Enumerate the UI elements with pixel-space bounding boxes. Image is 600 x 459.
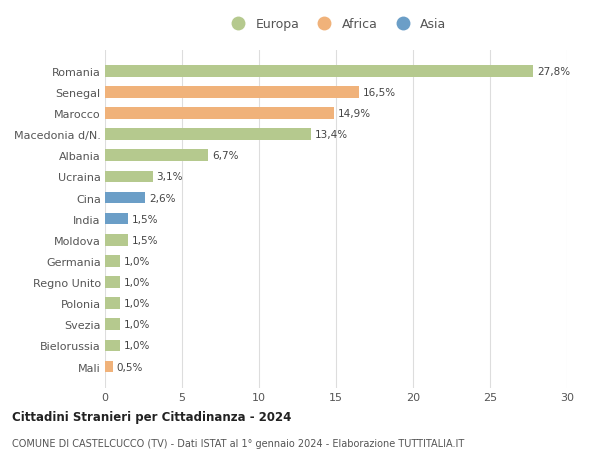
Text: 1,5%: 1,5% xyxy=(132,235,158,245)
Bar xyxy=(105,256,121,267)
Bar xyxy=(105,213,128,225)
Text: 1,5%: 1,5% xyxy=(132,214,158,224)
Text: 1,0%: 1,0% xyxy=(124,256,151,266)
Bar xyxy=(105,298,121,309)
Bar xyxy=(105,108,334,120)
Bar xyxy=(105,192,145,204)
Bar xyxy=(105,319,121,330)
Bar xyxy=(105,150,208,162)
Bar xyxy=(105,340,121,352)
Text: 14,9%: 14,9% xyxy=(338,109,371,119)
Text: 0,5%: 0,5% xyxy=(116,362,143,372)
Text: 27,8%: 27,8% xyxy=(537,67,570,77)
Text: Cittadini Stranieri per Cittadinanza - 2024: Cittadini Stranieri per Cittadinanza - 2… xyxy=(12,410,292,423)
Bar xyxy=(105,277,121,288)
Text: 16,5%: 16,5% xyxy=(363,88,396,98)
Legend: Europa, Africa, Asia: Europa, Africa, Asia xyxy=(221,13,452,36)
Bar xyxy=(105,129,311,140)
Bar xyxy=(105,66,533,78)
Bar xyxy=(105,171,153,183)
Text: 1,0%: 1,0% xyxy=(124,298,151,308)
Text: 2,6%: 2,6% xyxy=(149,193,175,203)
Text: 3,1%: 3,1% xyxy=(157,172,183,182)
Text: 1,0%: 1,0% xyxy=(124,319,151,330)
Bar xyxy=(105,235,128,246)
Text: 6,7%: 6,7% xyxy=(212,151,239,161)
Text: 1,0%: 1,0% xyxy=(124,277,151,287)
Text: 13,4%: 13,4% xyxy=(315,130,349,140)
Text: COMUNE DI CASTELCUCCO (TV) - Dati ISTAT al 1° gennaio 2024 - Elaborazione TUTTIT: COMUNE DI CASTELCUCCO (TV) - Dati ISTAT … xyxy=(12,438,464,448)
Bar xyxy=(105,361,113,373)
Text: 1,0%: 1,0% xyxy=(124,341,151,351)
Bar xyxy=(105,87,359,99)
